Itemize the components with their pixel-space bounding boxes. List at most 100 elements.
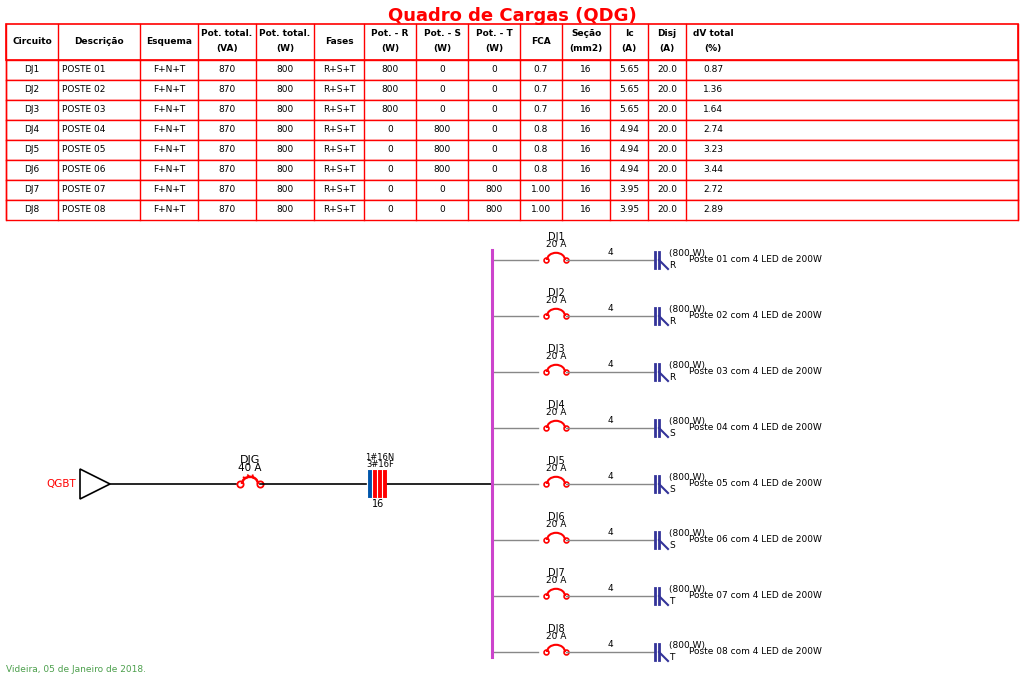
Text: (800 W): (800 W) bbox=[669, 529, 705, 538]
Text: 0: 0 bbox=[387, 146, 393, 154]
Text: 800: 800 bbox=[276, 186, 294, 194]
Text: (800 W): (800 W) bbox=[669, 585, 705, 594]
Text: R+S+T: R+S+T bbox=[323, 105, 355, 114]
Text: POSTE 06: POSTE 06 bbox=[62, 165, 105, 175]
Text: 16: 16 bbox=[581, 165, 592, 175]
Text: DJ7: DJ7 bbox=[25, 186, 40, 194]
Text: 0: 0 bbox=[387, 186, 393, 194]
Text: R+S+T: R+S+T bbox=[323, 186, 355, 194]
Text: DJ4: DJ4 bbox=[548, 400, 564, 410]
Text: 20 A: 20 A bbox=[546, 408, 566, 417]
Text: 800: 800 bbox=[433, 146, 451, 154]
Text: 16: 16 bbox=[581, 186, 592, 194]
Text: 20 A: 20 A bbox=[546, 520, 566, 529]
Text: 0: 0 bbox=[439, 86, 444, 95]
Text: 20.0: 20.0 bbox=[657, 146, 677, 154]
Text: 0: 0 bbox=[492, 126, 497, 135]
Text: 4: 4 bbox=[607, 640, 613, 649]
Text: Disj: Disj bbox=[657, 29, 677, 39]
Text: 800: 800 bbox=[276, 65, 294, 75]
Text: Poste 04 com 4 LED de 200W: Poste 04 com 4 LED de 200W bbox=[689, 424, 821, 432]
Text: 20.0: 20.0 bbox=[657, 165, 677, 175]
Text: 870: 870 bbox=[218, 165, 236, 175]
Text: F+N+T: F+N+T bbox=[153, 65, 185, 75]
Text: Fases: Fases bbox=[325, 37, 353, 46]
Text: 4: 4 bbox=[607, 248, 613, 257]
Text: R+S+T: R+S+T bbox=[323, 146, 355, 154]
Text: Poste 05 com 4 LED de 200W: Poste 05 com 4 LED de 200W bbox=[689, 479, 822, 488]
Text: 870: 870 bbox=[218, 146, 236, 154]
Text: POSTE 05: POSTE 05 bbox=[62, 146, 105, 154]
Text: S: S bbox=[669, 486, 675, 494]
Text: 0.7: 0.7 bbox=[534, 86, 548, 95]
Bar bbox=[6, 100, 1018, 120]
Text: (800 W): (800 W) bbox=[669, 473, 705, 482]
Text: 800: 800 bbox=[276, 146, 294, 154]
Text: 800: 800 bbox=[381, 105, 398, 114]
Text: POSTE 04: POSTE 04 bbox=[62, 126, 105, 135]
Text: Ic: Ic bbox=[625, 29, 634, 39]
Text: Quadro de Cargas (QDG): Quadro de Cargas (QDG) bbox=[388, 7, 636, 25]
Text: DJ2: DJ2 bbox=[25, 86, 40, 95]
Text: DJ3: DJ3 bbox=[25, 105, 40, 114]
Text: 3.23: 3.23 bbox=[703, 146, 723, 154]
Text: 0: 0 bbox=[492, 146, 497, 154]
Text: 800: 800 bbox=[381, 65, 398, 75]
Text: Poste 01 com 4 LED de 200W: Poste 01 com 4 LED de 200W bbox=[689, 256, 822, 265]
Text: 2.74: 2.74 bbox=[703, 126, 723, 135]
Text: (mm2): (mm2) bbox=[569, 44, 603, 54]
Text: Videira, 05 de Janeiro de 2018.: Videira, 05 de Janeiro de 2018. bbox=[6, 665, 146, 674]
Text: POSTE 08: POSTE 08 bbox=[62, 205, 105, 214]
Bar bbox=[6, 24, 1018, 60]
Text: F+N+T: F+N+T bbox=[153, 165, 185, 175]
Text: (800 W): (800 W) bbox=[669, 641, 705, 650]
Text: R+S+T: R+S+T bbox=[323, 205, 355, 214]
Text: POSTE 01: POSTE 01 bbox=[62, 65, 105, 75]
Text: 4: 4 bbox=[607, 472, 613, 481]
Text: 0: 0 bbox=[439, 65, 444, 75]
Text: 4: 4 bbox=[607, 416, 613, 425]
Text: 0.7: 0.7 bbox=[534, 105, 548, 114]
Text: 20 A: 20 A bbox=[546, 352, 566, 361]
Text: 0: 0 bbox=[492, 105, 497, 114]
Bar bbox=[6, 160, 1018, 180]
Text: Poste 03 com 4 LED de 200W: Poste 03 com 4 LED de 200W bbox=[689, 367, 822, 377]
Text: 16: 16 bbox=[581, 65, 592, 75]
Bar bbox=[6, 120, 1018, 140]
Text: 4: 4 bbox=[607, 528, 613, 537]
Text: 800: 800 bbox=[433, 165, 451, 175]
Text: 4: 4 bbox=[607, 304, 613, 313]
Text: 20 A: 20 A bbox=[546, 296, 566, 305]
Text: F+N+T: F+N+T bbox=[153, 86, 185, 95]
Text: 800: 800 bbox=[276, 86, 294, 95]
Text: 20 A: 20 A bbox=[546, 240, 566, 249]
Text: R+S+T: R+S+T bbox=[323, 86, 355, 95]
Text: Poste 06 com 4 LED de 200W: Poste 06 com 4 LED de 200W bbox=[689, 536, 822, 545]
Text: Descrição: Descrição bbox=[74, 37, 124, 46]
Text: 20.0: 20.0 bbox=[657, 205, 677, 214]
Text: 0: 0 bbox=[387, 165, 393, 175]
Bar bbox=[6, 80, 1018, 100]
Text: 1.00: 1.00 bbox=[530, 186, 551, 194]
Text: 800: 800 bbox=[276, 126, 294, 135]
Text: 1.00: 1.00 bbox=[530, 205, 551, 214]
Text: F+N+T: F+N+T bbox=[153, 126, 185, 135]
Text: 0.87: 0.87 bbox=[702, 65, 723, 75]
Text: 4.94: 4.94 bbox=[620, 146, 639, 154]
Text: 3.44: 3.44 bbox=[703, 165, 723, 175]
Text: 3.95: 3.95 bbox=[618, 205, 639, 214]
Text: T: T bbox=[669, 653, 675, 662]
Text: 800: 800 bbox=[433, 126, 451, 135]
Text: DJ1: DJ1 bbox=[548, 232, 564, 242]
Text: R: R bbox=[669, 262, 675, 271]
Text: POSTE 07: POSTE 07 bbox=[62, 186, 105, 194]
Text: 4.94: 4.94 bbox=[620, 126, 639, 135]
Text: 5.65: 5.65 bbox=[618, 105, 639, 114]
Text: (%): (%) bbox=[705, 44, 722, 54]
Text: 2.72: 2.72 bbox=[703, 186, 723, 194]
Text: 0: 0 bbox=[387, 205, 393, 214]
Text: Pot. total.: Pot. total. bbox=[202, 29, 253, 39]
Text: 800: 800 bbox=[276, 205, 294, 214]
Text: R+S+T: R+S+T bbox=[323, 165, 355, 175]
Text: 0.8: 0.8 bbox=[534, 126, 548, 135]
